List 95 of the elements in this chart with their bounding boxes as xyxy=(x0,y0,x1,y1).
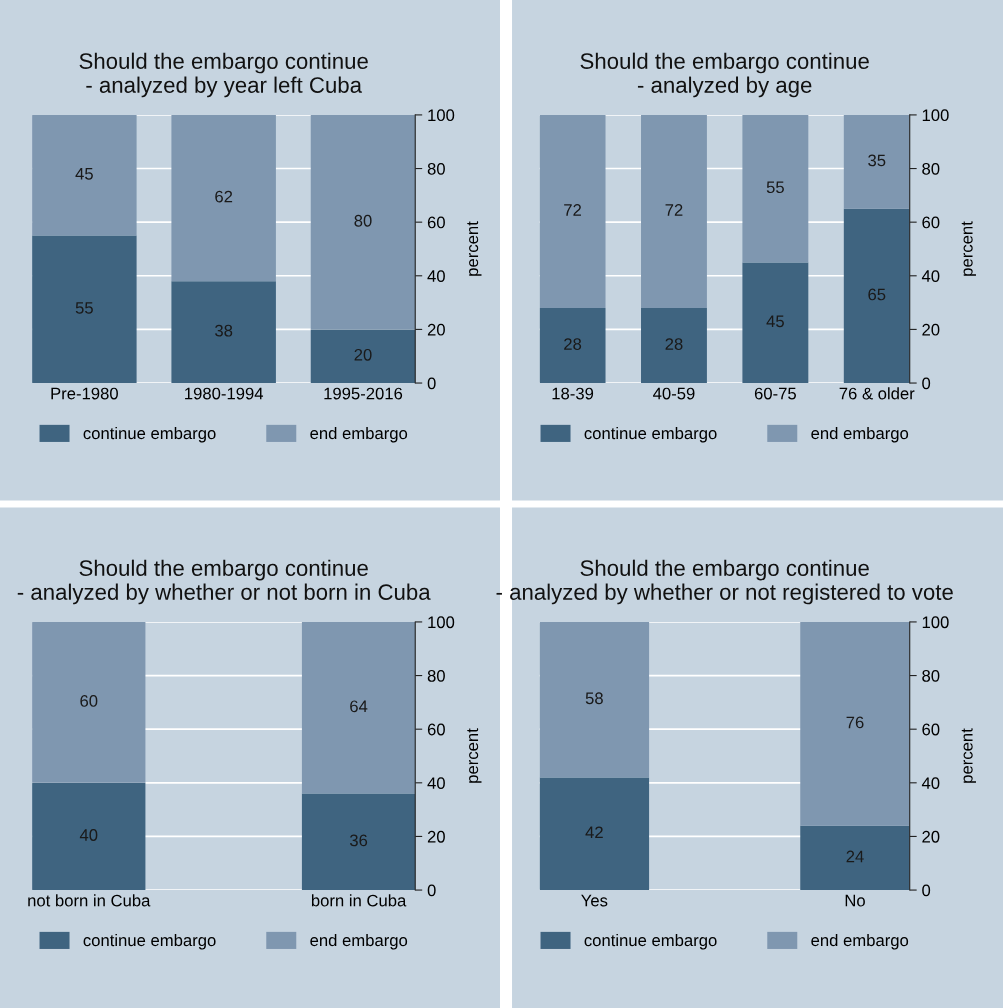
bar xyxy=(641,307,707,384)
bar xyxy=(171,114,276,282)
x-tick-label: 60-75 xyxy=(754,387,796,400)
x-tick-label: 18-39 xyxy=(552,387,594,400)
chart-title: Should the embargo continue - analyzed by year left Cuba xyxy=(79,52,368,98)
y-tick-label: 40 xyxy=(921,777,940,790)
y-axis-title: percent xyxy=(467,728,482,783)
data-label: 36 xyxy=(349,834,368,847)
y-tick-label: 100 xyxy=(428,616,455,629)
legend-label: continue embargo xyxy=(83,933,216,950)
data-label: 20 xyxy=(354,348,372,361)
y-tick-label: 40 xyxy=(427,777,445,790)
y-tick-label: 60 xyxy=(922,216,940,229)
y-tick-label: 20 xyxy=(427,323,445,336)
y-tick-label: 80 xyxy=(427,669,445,682)
y-axis-title: percent xyxy=(467,221,482,276)
bar xyxy=(301,621,416,794)
y-tick-label: 80 xyxy=(922,162,940,175)
data-label: 38 xyxy=(215,324,233,337)
data-label: 45 xyxy=(766,315,784,328)
x-tick-label: 76 & older xyxy=(839,387,915,400)
legend-label: end embargo xyxy=(310,426,408,443)
data-label: 55 xyxy=(766,181,784,194)
y-tick-label: 80 xyxy=(427,162,445,175)
bar xyxy=(539,114,606,308)
bar xyxy=(843,208,910,384)
data-label: 28 xyxy=(564,338,582,350)
data-label: 45 xyxy=(75,168,93,180)
data-label: 80 xyxy=(354,214,372,227)
legend-label: continue embargo xyxy=(83,426,216,443)
data-label: 65 xyxy=(868,288,886,301)
y-tick-label: 100 xyxy=(922,616,949,629)
y-tick-label: 20 xyxy=(427,830,445,843)
x-tick-label: Yes xyxy=(581,894,608,907)
bar xyxy=(800,825,910,891)
y-tick-label: 100 xyxy=(922,109,949,122)
bar xyxy=(843,114,910,209)
y-tick-label: 60 xyxy=(427,216,445,229)
bar xyxy=(539,777,650,891)
legend-label: end embargo xyxy=(310,933,408,950)
data-label: 28 xyxy=(665,338,683,350)
chart-title: Should the embargo continue - analyzed by whether or not born in Cuba xyxy=(17,559,431,605)
bar xyxy=(641,114,707,308)
bar xyxy=(301,793,416,891)
legend-label: continue embargo xyxy=(584,933,717,950)
x-tick-label: No xyxy=(845,894,865,907)
y-axis-title: percent xyxy=(961,728,976,783)
data-label: 55 xyxy=(75,302,93,314)
bar xyxy=(742,114,809,263)
y-tick-label: 80 xyxy=(922,669,940,682)
data-label: 76 xyxy=(846,716,864,729)
data-label: 62 xyxy=(215,190,233,203)
y-tick-label: 60 xyxy=(427,723,445,736)
bar xyxy=(800,621,910,826)
bar xyxy=(32,621,146,783)
y-tick-label: 0 xyxy=(427,884,436,897)
y-tick-label: 0 xyxy=(922,884,931,897)
data-label: 35 xyxy=(868,154,886,167)
y-tick-label: 20 xyxy=(922,830,940,843)
x-tick-label: not born in Cuba xyxy=(28,894,151,907)
x-tick-label: 40-59 xyxy=(653,387,695,400)
legend-label: end embargo xyxy=(811,933,909,950)
bar xyxy=(32,114,137,236)
bar xyxy=(310,329,416,384)
data-label: 24 xyxy=(846,850,864,863)
chart-title: Should the embargo continue - analyzed by whether or not registered to vote xyxy=(496,559,953,605)
data-label: 64 xyxy=(350,700,368,713)
x-tick-label: born in Cuba xyxy=(311,894,407,907)
data-label: 58 xyxy=(585,692,603,705)
y-tick-label: 20 xyxy=(922,323,940,336)
y-tick-label: 0 xyxy=(922,377,931,390)
legend-label: end embargo xyxy=(811,426,909,443)
bar xyxy=(171,281,276,384)
bar xyxy=(32,782,146,891)
y-axis-title: percent xyxy=(961,221,976,276)
chart-title: Should the embargo continue - analyzed by age xyxy=(580,52,869,98)
bar xyxy=(539,307,606,384)
y-tick-label: 60 xyxy=(922,723,940,736)
y-tick-label: 40 xyxy=(427,270,445,282)
data-label: 72 xyxy=(564,204,581,216)
y-tick-label: 0 xyxy=(427,377,436,390)
x-tick-label: Pre-1980 xyxy=(51,387,118,400)
data-label: 60 xyxy=(80,695,98,707)
x-tick-label: 1995-2016 xyxy=(324,387,403,400)
bar xyxy=(742,262,809,384)
y-tick-label: 100 xyxy=(428,109,455,122)
y-tick-label: 40 xyxy=(921,270,940,282)
bar xyxy=(32,235,137,384)
data-label: 72 xyxy=(665,204,683,216)
x-tick-label: 1980-1994 xyxy=(185,387,264,400)
data-label: 40 xyxy=(79,829,98,841)
bar xyxy=(310,114,416,330)
bar xyxy=(539,621,650,778)
legend-label: continue embargo xyxy=(584,426,717,443)
data-label: 42 xyxy=(585,826,603,839)
